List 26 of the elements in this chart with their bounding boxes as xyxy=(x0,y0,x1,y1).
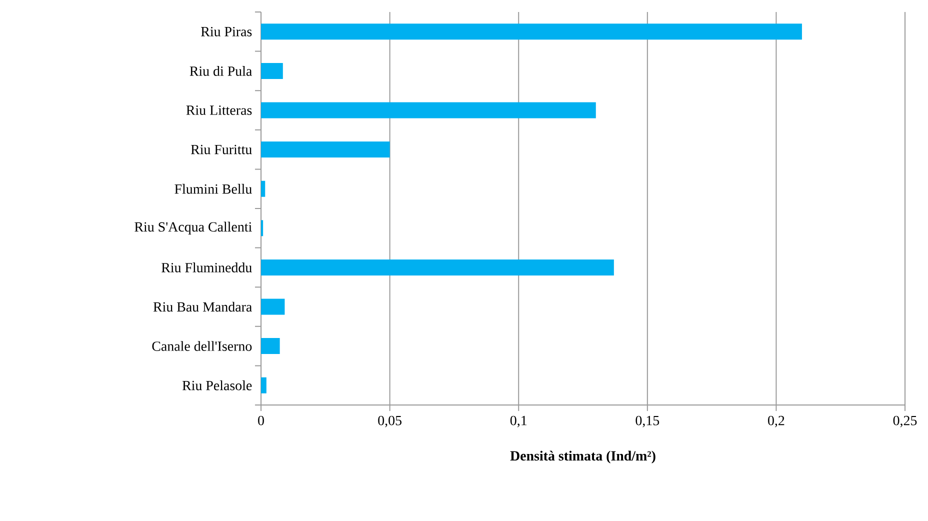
x-axis-title: Densità stimata (Ind/m²) xyxy=(510,450,656,464)
y-tick-label: Riu Furittu xyxy=(190,144,252,154)
bar xyxy=(261,377,266,394)
x-tick-label: 0,05 xyxy=(378,416,402,428)
bar xyxy=(261,62,283,79)
y-tick-label: Riu Litteras xyxy=(186,106,252,115)
bar xyxy=(261,24,802,40)
x-tick-label: 0 xyxy=(258,416,264,426)
bar xyxy=(261,180,266,197)
bar xyxy=(261,259,614,276)
y-tick-label: Riu Pelasole xyxy=(182,380,252,390)
x-tick-label: 0,2 xyxy=(768,416,784,428)
y-tick-label: Canale dell'Iserno xyxy=(152,341,252,351)
y-tick-label: Riu Flumineddu xyxy=(162,262,252,272)
y-tick-label: Riu S'Acqua Callenti xyxy=(134,222,252,234)
bar xyxy=(261,142,390,158)
x-tick-label: 0,25 xyxy=(893,416,917,428)
y-tick-label: Riu Bau Mandara xyxy=(153,302,252,312)
bar xyxy=(261,298,285,315)
bar xyxy=(261,102,596,118)
y-tick-label: Riu Piras xyxy=(201,26,252,36)
y-tick-label: Riu di Pula xyxy=(190,66,252,76)
y-tick-label: Flumini Bellu xyxy=(174,184,252,194)
x-tick-label: 0,15 xyxy=(636,416,660,428)
x-tick-label: 0,1 xyxy=(510,416,526,428)
bar xyxy=(261,338,280,354)
